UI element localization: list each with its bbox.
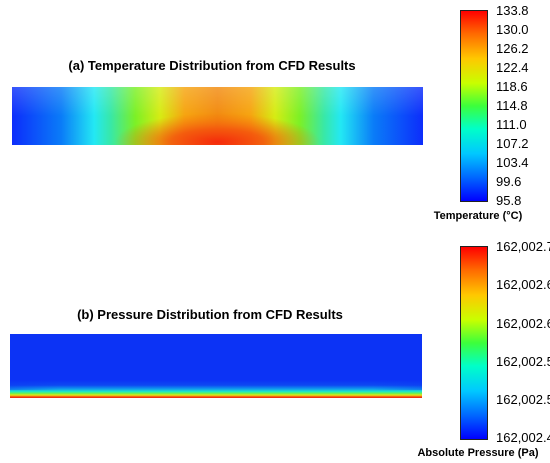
- pressure-tick-label: 162,002.4: [496, 430, 550, 445]
- pressure-tick-label: 162,002.7: [496, 239, 550, 254]
- pressure-tick-label: 162,002.5: [496, 392, 550, 407]
- temperature-tick-label: 130.0: [496, 22, 529, 37]
- pressure-scale-title: Absolute Pressure (Pa): [417, 447, 539, 459]
- temperature-tick-label: 126.2: [496, 41, 529, 56]
- temperature-field-svg: [12, 87, 423, 145]
- temperature-panel-title: (a) Temperature Distribution from CFD Re…: [68, 58, 356, 73]
- temperature-tick-label: 114.8: [496, 98, 528, 113]
- temperature-tick-label: 133.8: [496, 3, 529, 18]
- pressure-field-svg: [10, 334, 422, 398]
- temperature-color-scale: [460, 10, 488, 202]
- temperature-tick-label: 103.4: [496, 155, 529, 170]
- temperature-scale-title: Temperature (°C): [433, 210, 523, 222]
- pressure-panel-title: (b) Pressure Distribution from CFD Resul…: [77, 307, 343, 322]
- temperature-tick-label: 118.6: [496, 79, 528, 94]
- temperature-tick-label: 99.6: [496, 174, 522, 189]
- pressure-tick-label: 162,002.6: [496, 277, 550, 292]
- pressure-color-scale: [460, 246, 488, 440]
- temperature-tick-label: 95.8: [496, 193, 522, 208]
- temperature-tick-label: 111.0: [496, 117, 527, 132]
- temperature-tick-label: 122.4: [496, 60, 529, 75]
- temperature-field: [12, 87, 423, 145]
- pressure-tick-label: 162,002.5: [496, 354, 550, 369]
- temperature-tick-label: 107.2: [496, 136, 529, 151]
- pressure-field: [10, 334, 422, 398]
- pressure-tick-label: 162,002.6: [496, 316, 550, 331]
